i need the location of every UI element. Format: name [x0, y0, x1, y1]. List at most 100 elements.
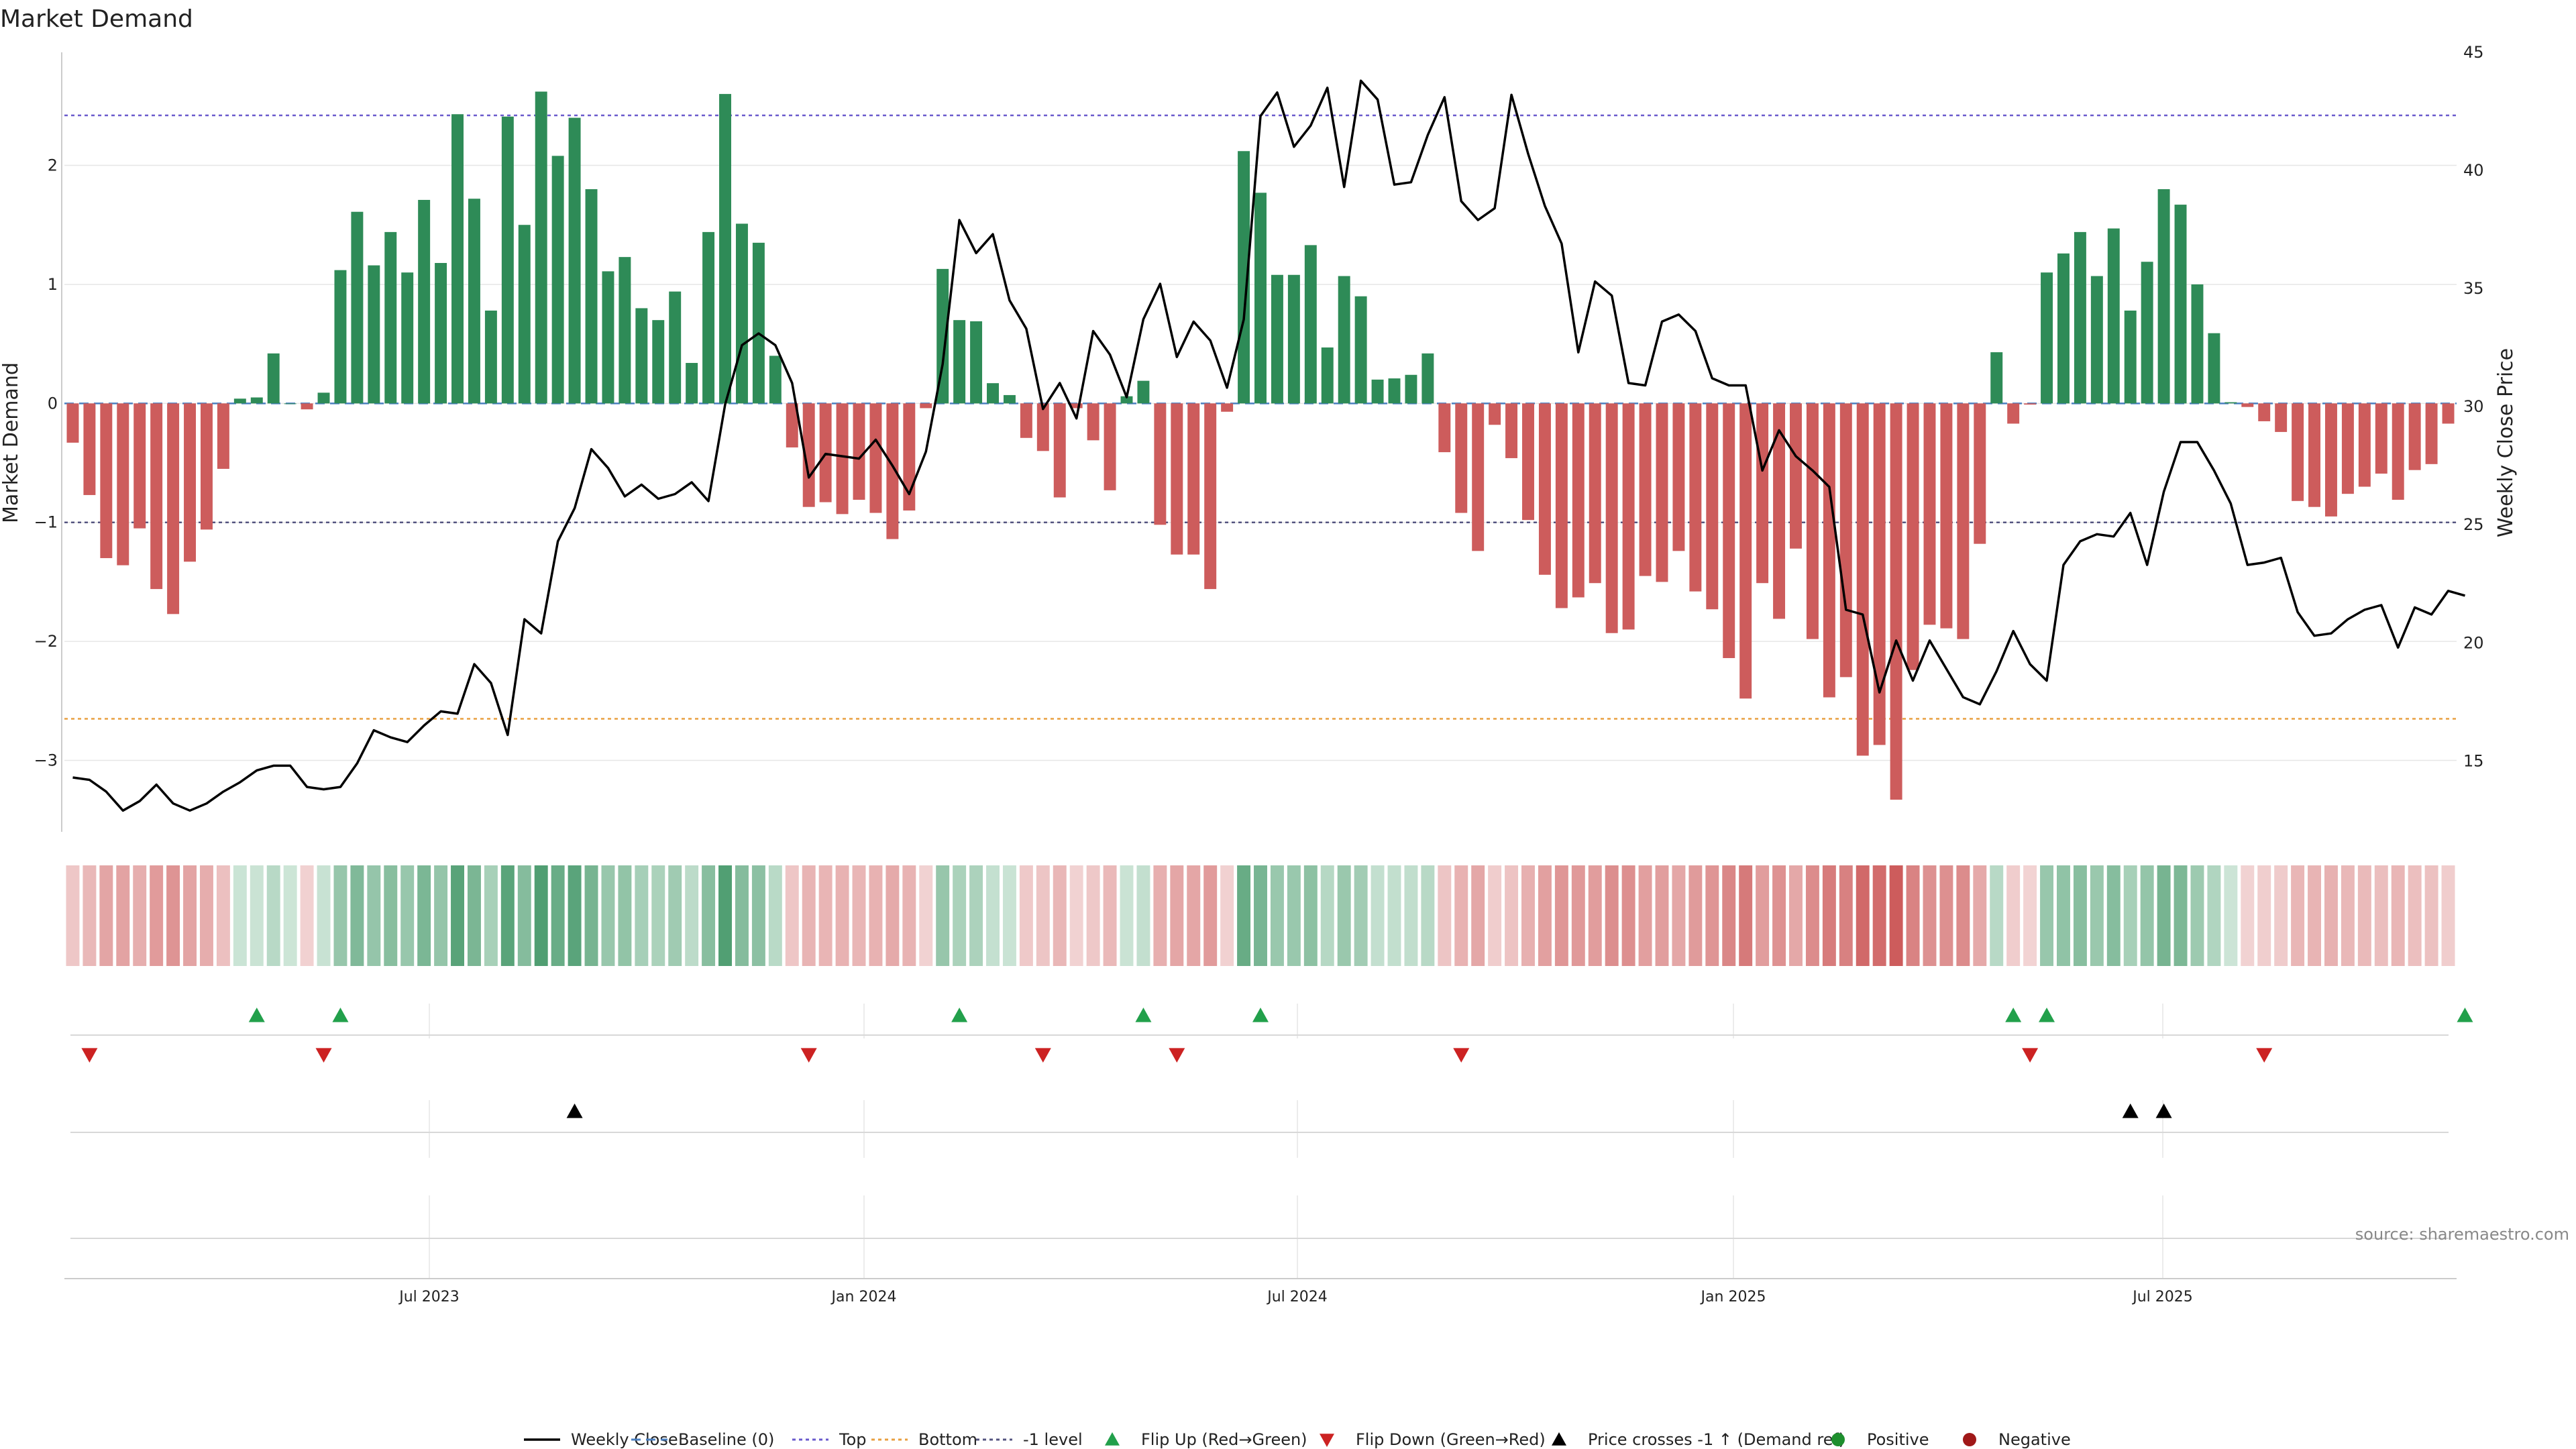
demand-heat-cell	[2308, 865, 2322, 966]
demand-heat-cell	[2006, 865, 2021, 966]
demand-heat-cell	[2241, 865, 2255, 966]
demand-heat-cell	[333, 865, 347, 966]
y-axis-left-label: Market Demand	[0, 362, 23, 523]
demand-bar	[1639, 403, 1652, 576]
chart-legend: Weekly Close Baseline (0) Top Bottom -1 leve…	[524, 1430, 2071, 1449]
demand-bar	[1053, 403, 1066, 498]
flip-up-marker	[248, 1008, 265, 1022]
demand-bar	[735, 223, 748, 404]
flip-up-marker	[332, 1008, 349, 1022]
flip-up-marker	[1252, 1008, 1269, 1022]
y-tick-left: −3	[34, 751, 58, 770]
demand-heat-cell	[2157, 865, 2171, 966]
flip-down-marker	[81, 1048, 98, 1063]
legend-swatch	[1963, 1433, 1976, 1446]
y-axis-right-label: Weekly Close Price	[2494, 348, 2518, 537]
demand-heat-cell	[2090, 865, 2104, 966]
demand-heat-cell	[484, 865, 498, 966]
demand-heat-cell	[2424, 865, 2438, 966]
demand-bar	[2041, 272, 2053, 404]
legend-item-minus-one: -1 level	[976, 1430, 1083, 1449]
demand-bar	[217, 403, 229, 469]
demand-heat-cell	[1237, 865, 1251, 966]
demand-heat-cell	[1019, 865, 1033, 966]
demand-heat-cell	[2274, 865, 2288, 966]
demand-heat-cell	[953, 865, 967, 966]
demand-heat-cell	[1303, 865, 1318, 966]
demand-heat-cell	[1939, 865, 1953, 966]
demand-bar	[2442, 403, 2455, 424]
demand-heat-cell	[651, 865, 665, 966]
demand-bar	[2324, 403, 2337, 517]
demand-heat-cell	[1103, 865, 1117, 966]
demand-bar	[2224, 402, 2237, 404]
demand-heat-cell	[1521, 865, 1535, 966]
demand-heat-cell	[1170, 865, 1184, 966]
demand-heat-cell	[216, 865, 230, 966]
demand-bar	[301, 403, 313, 410]
demand-heat-cell	[1621, 865, 1635, 966]
demand-bar	[869, 403, 882, 513]
demand-bar	[1672, 403, 1685, 551]
demand-heat-cell	[1973, 865, 1987, 966]
demand-bar	[1472, 403, 1485, 551]
demand-heat-cell	[1069, 865, 1083, 966]
demand-heat-cell	[986, 865, 1000, 966]
demand-bar	[368, 265, 380, 404]
demand-bar	[200, 403, 213, 530]
demand-bar	[1171, 403, 1183, 555]
demand-bar	[1723, 403, 1735, 658]
demand-bar	[1438, 403, 1451, 453]
demand-heat-cell	[1739, 865, 1753, 966]
demand-heat-cell	[534, 865, 548, 966]
demand-heat-cell	[1505, 865, 1519, 966]
demand-bar	[484, 310, 497, 404]
demand-bar	[786, 403, 798, 447]
demand-bar	[2358, 403, 2371, 487]
demand-heat-cell	[400, 865, 415, 966]
legend-label: Bottom	[918, 1430, 977, 1449]
demand-bar	[2141, 262, 2153, 404]
legend-swatch	[1320, 1434, 1334, 1447]
demand-heat-cell	[1756, 865, 1770, 966]
demand-bar	[1656, 403, 1668, 582]
demand-bar	[1773, 403, 1786, 619]
demand-heat-cell	[1337, 865, 1351, 966]
demand-heat-cell	[685, 865, 699, 966]
demand-bar	[1371, 379, 1384, 404]
legend-item-top: Top	[792, 1430, 867, 1449]
demand-heat-cell	[1956, 865, 1970, 966]
demand-heat-cell	[1872, 865, 1886, 966]
demand-bar	[920, 403, 932, 409]
demand-bar	[1254, 193, 1267, 404]
demand-bar	[133, 403, 146, 529]
y-tick-right: 30	[2463, 397, 2484, 416]
demand-bar	[2408, 403, 2421, 470]
legend-label: Weekly Close	[571, 1430, 678, 1449]
demand-bar	[1304, 245, 1317, 404]
demand-bar	[518, 225, 531, 404]
demand-bar	[1522, 403, 1534, 521]
demand-bar	[1907, 403, 1919, 670]
demand-heat-cell	[618, 865, 632, 966]
price-cross-marker	[2155, 1104, 2172, 1118]
legend-label: Flip Up (Red→Green)	[1141, 1430, 1307, 1449]
y-tick-right: 40	[2463, 161, 2484, 180]
demand-bar	[1589, 403, 1601, 584]
price-cross-marker	[566, 1104, 583, 1118]
demand-heat-cell	[702, 865, 716, 966]
demand-bar	[686, 363, 698, 404]
demand-heat-cell	[1387, 865, 1401, 966]
demand-bar	[669, 291, 682, 404]
flip-down-marker	[1453, 1048, 1470, 1063]
demand-bar	[2308, 403, 2321, 507]
demand-bar	[1957, 403, 1970, 639]
demand-heat-cell	[166, 865, 180, 966]
x-tick-label: Jan 2024	[830, 1289, 897, 1305]
demand-heat-cell	[183, 865, 197, 966]
demand-bar	[1890, 403, 1902, 800]
demand-bar	[1940, 403, 1953, 629]
demand-heat-cell	[1471, 865, 1485, 966]
demand-bar	[2341, 403, 2354, 494]
demand-bar	[886, 403, 899, 539]
